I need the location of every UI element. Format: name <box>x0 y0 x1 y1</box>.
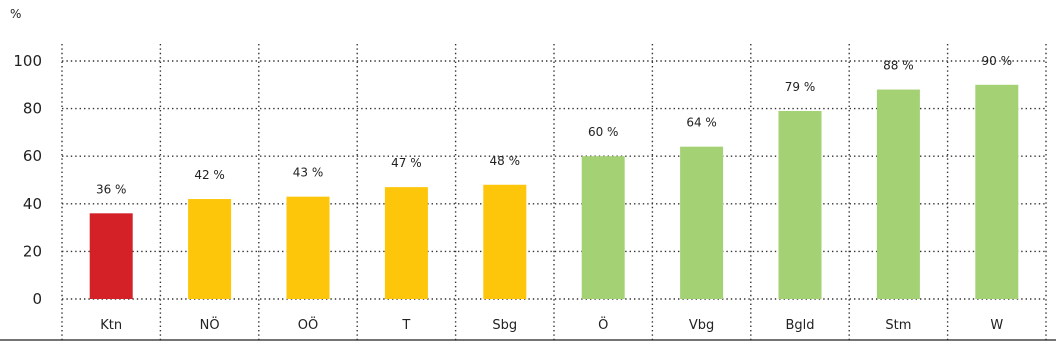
category-label: Vbg <box>689 318 714 333</box>
bar-W <box>975 84 1019 299</box>
data-label: 48 % <box>490 154 521 168</box>
category-labels: Ktn NÖ OÖ T Sbg Ö Vbg Bgld Stm W <box>100 316 1003 333</box>
category-label: T <box>401 318 410 333</box>
category-label: Bgld <box>785 318 814 333</box>
category-label: NÖ <box>200 316 220 333</box>
category-label: W <box>990 318 1003 333</box>
bar-Stm <box>876 89 920 299</box>
category-label: Sbg <box>492 318 517 333</box>
data-label: 79 % <box>785 80 816 94</box>
y-tick-label: 0 <box>32 290 42 308</box>
data-label: 42 % <box>194 168 225 182</box>
bar-Ö <box>581 156 625 299</box>
data-label: 47 % <box>391 156 422 170</box>
category-label: OÖ <box>298 316 318 333</box>
y-tick-label: 60 <box>23 147 42 165</box>
category-label: Stm <box>885 318 911 333</box>
category-label: Ktn <box>100 318 122 333</box>
y-axis-unit-label: % <box>10 7 21 21</box>
data-label: 36 % <box>96 182 127 196</box>
data-label: 43 % <box>293 166 324 180</box>
bar-NÖ <box>188 199 232 299</box>
bar-Bgld <box>778 110 822 299</box>
y-tick-label: 80 <box>23 100 42 118</box>
data-label: 60 % <box>588 125 619 139</box>
bar-Ktn <box>89 213 133 299</box>
bar-Vbg <box>680 146 724 299</box>
data-label: 64 % <box>686 116 717 130</box>
bar-OÖ <box>286 196 330 299</box>
y-tick-label: 40 <box>23 195 42 213</box>
bars <box>89 84 1019 299</box>
bar-T <box>384 187 428 299</box>
data-label: 88 % <box>883 59 914 73</box>
y-tick-labels: 0 20 40 60 80 100 <box>13 52 42 308</box>
y-tick-label: 100 <box>13 52 42 70</box>
category-label: Ö <box>598 316 608 333</box>
data-labels: 36 % 42 % 43 % 47 % 48 % 60 % 64 % 79 % 88 % 90 % <box>96 54 1012 197</box>
data-label: 90 % <box>982 54 1013 68</box>
y-tick-label: 20 <box>23 242 42 260</box>
bar-Sbg <box>483 184 527 299</box>
